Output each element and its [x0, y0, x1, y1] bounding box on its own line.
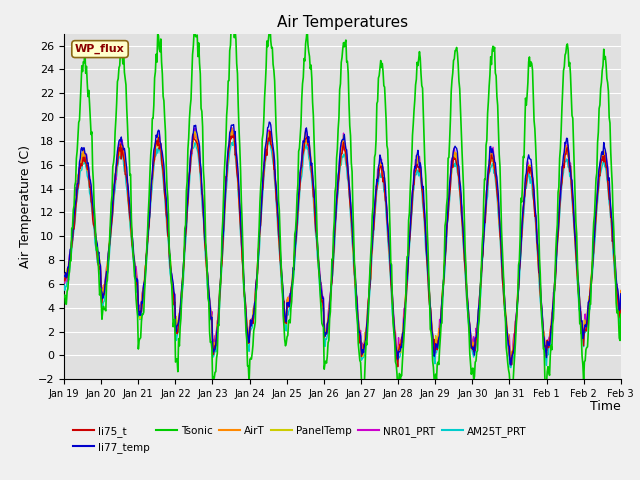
Text: WP_flux: WP_flux: [75, 44, 125, 54]
Title: Air Temperatures: Air Temperatures: [277, 15, 408, 30]
Legend: li75_t, li77_temp, Tsonic, AirT, PanelTemp, NR01_PRT, AM25T_PRT: li75_t, li77_temp, Tsonic, AirT, PanelTe…: [69, 421, 531, 457]
Y-axis label: Air Temperature (C): Air Temperature (C): [19, 145, 32, 268]
X-axis label: Time: Time: [590, 400, 621, 413]
